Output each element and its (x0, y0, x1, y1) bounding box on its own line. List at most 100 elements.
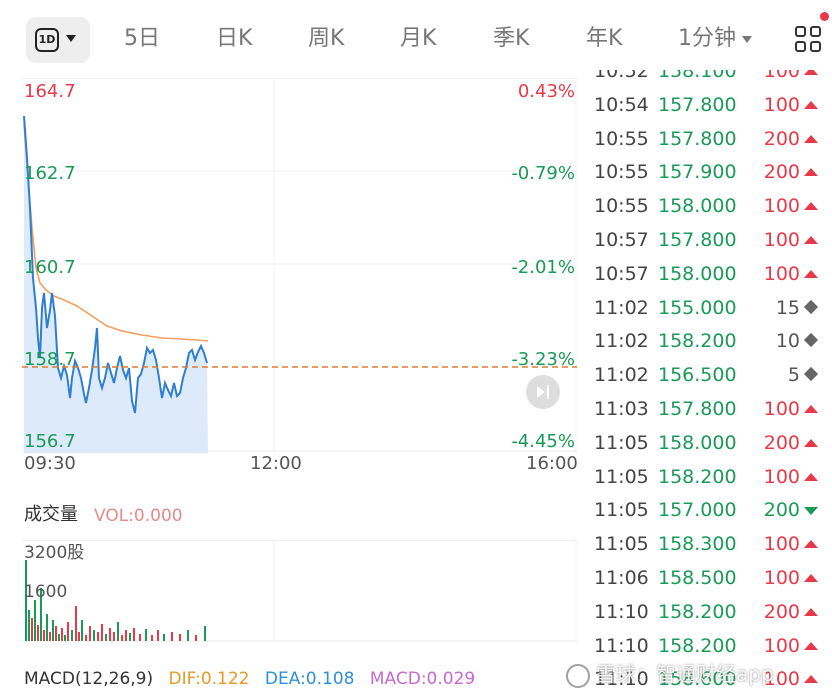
volume-bars (22, 540, 577, 642)
trade-price: 157.800 (658, 127, 737, 150)
tab-interval-dropdown[interactable]: 1分钟 (678, 24, 752, 54)
trade-time: 11:10 (594, 634, 649, 657)
trade-time: 10:57 (594, 262, 649, 285)
trade-price: 158.500 (658, 567, 737, 589)
y-axis-label: 162.7 (24, 163, 76, 184)
trade-time: 11:05 (594, 431, 649, 454)
trade-time: 11:05 (594, 533, 649, 556)
triangle-up-icon (804, 527, 818, 561)
triangle-down-icon (804, 493, 818, 527)
trade-volume: 100 (763, 668, 800, 691)
trade-time: 11:05 (594, 499, 649, 522)
trade-time: 10:55 (594, 195, 649, 218)
diamond-icon (803, 324, 819, 358)
trade-ticks-list[interactable]: 10:52 158.100 100 10:54 157.800 100 10:55 157.8… (578, 70, 832, 700)
trade-time: 11:10 (594, 600, 649, 623)
volume-y-label: 3200股 (24, 543, 85, 563)
price-area-fill (24, 116, 208, 453)
price-line (23, 115, 208, 414)
trade-volume: 100 (763, 567, 800, 589)
trade-price: 157.900 (658, 161, 737, 184)
trade-price: 158.200 (658, 330, 737, 353)
tab-5day[interactable]: 5日 (124, 26, 160, 51)
triangle-up-icon (804, 460, 818, 494)
watermark-text: 雪球：智通财经app (596, 662, 774, 686)
triangle-up-icon (804, 426, 818, 460)
trade-time: 11:05 (594, 465, 649, 488)
period-tab-bar: 1D 5日 日K 周K 月K 季K 年K 1分钟 (0, 0, 832, 78)
macd-macd-value: MACD:0.029 (369, 669, 476, 689)
more-grid-icon[interactable] (795, 26, 823, 54)
pct-axis-label: 0.43% (517, 81, 575, 102)
volume-value: VOL:0.000 (94, 506, 183, 526)
calendar-1d-icon: 1D (35, 28, 59, 52)
trade-row: 11:02 155.000 15 (578, 291, 832, 325)
trade-time: 11:03 (594, 398, 649, 420)
tab-weekly-k[interactable]: 周K (308, 26, 345, 51)
trade-time: 11:06 (594, 567, 649, 589)
trade-volume: 200 (763, 600, 800, 623)
trade-time: 11:10 (594, 668, 649, 691)
intraday-price-chart[interactable]: 164.7 162.7 160.7 158.7 156.7 0.43% -0.7… (22, 78, 577, 453)
triangle-up-icon (804, 595, 818, 629)
trade-volume: 200 (763, 499, 800, 522)
trade-row: 11:05 158.200 100 (578, 460, 832, 494)
trade-price: 158.300 (658, 533, 737, 556)
macd-dif-value: DIF:0.122 (168, 669, 250, 689)
trade-volume: 100 (763, 70, 800, 82)
pct-axis-label: -0.79% (511, 163, 575, 184)
trade-time: 10:54 (594, 93, 649, 116)
pct-axis-label: -3.23% (511, 349, 575, 370)
triangle-up-icon (804, 122, 818, 156)
trade-time: 11:02 (594, 364, 649, 387)
triangle-up-icon (804, 662, 818, 696)
triangle-up-icon (804, 392, 818, 426)
trade-volume: 10 (775, 330, 800, 353)
tab-monthly-k[interactable]: 月K (400, 26, 437, 51)
trade-row: 11:10 158.600 100 (578, 662, 832, 696)
diamond-icon (803, 358, 819, 392)
macd-indicator-row[interactable]: MACD(12,26,9) DIF:0.122 DEA:0.108 MACD:0… (24, 668, 485, 690)
period-selector-button[interactable]: 1D (26, 17, 90, 63)
triangle-up-icon (804, 155, 818, 189)
trade-price: 158.200 (658, 465, 737, 488)
triangle-up-icon (804, 70, 818, 88)
trade-row: 11:10 158.200 200 (578, 595, 832, 629)
triangle-up-icon (804, 561, 818, 595)
trade-volume: 100 (763, 195, 800, 218)
trade-volume: 100 (763, 229, 800, 251)
triangle-up-icon (804, 189, 818, 223)
trade-row: 10:55 158.000 100 (578, 189, 832, 223)
trade-price: 158.000 (658, 195, 737, 218)
triangle-up-icon (804, 223, 818, 257)
y-axis-label: 164.7 (24, 81, 76, 102)
trade-volume: 100 (763, 533, 800, 556)
jump-to-latest-button[interactable] (526, 375, 560, 409)
trade-price: 157.800 (658, 229, 737, 251)
trade-row: 11:06 158.500 100 (578, 561, 832, 595)
trade-volume: 100 (763, 262, 800, 285)
trade-volume: 100 (763, 398, 800, 420)
macd-dea-value: DEA:0.108 (264, 669, 355, 689)
trade-row: 10:52 158.100 100 (578, 70, 832, 88)
y-axis-label: 160.7 (24, 257, 76, 278)
trade-price: 158.000 (658, 262, 737, 285)
diamond-icon (803, 291, 819, 325)
volume-title[interactable]: 成交量 (24, 504, 78, 525)
trade-row: 11:02 156.500 5 (578, 358, 832, 392)
volume-chart[interactable]: 3200股 1600 (22, 540, 577, 642)
trade-row: 11:02 158.200 10 (578, 324, 832, 358)
trade-price: 158.100 (658, 70, 737, 82)
chevron-down-icon (66, 35, 76, 42)
trade-volume: 200 (763, 127, 800, 150)
tab-yearly-k[interactable]: 年K (586, 26, 623, 51)
tab-quarterly-k[interactable]: 季K (493, 26, 530, 51)
trade-volume: 200 (763, 161, 800, 184)
trade-time: 10:52 (594, 70, 649, 82)
triangle-up-icon (804, 88, 818, 122)
trade-volume: 15 (775, 296, 800, 319)
trade-price: 157.800 (658, 93, 737, 116)
pct-axis-label: -2.01% (511, 257, 575, 278)
tab-daily-k[interactable]: 日K (216, 26, 253, 51)
trade-price: 155.000 (658, 296, 737, 319)
